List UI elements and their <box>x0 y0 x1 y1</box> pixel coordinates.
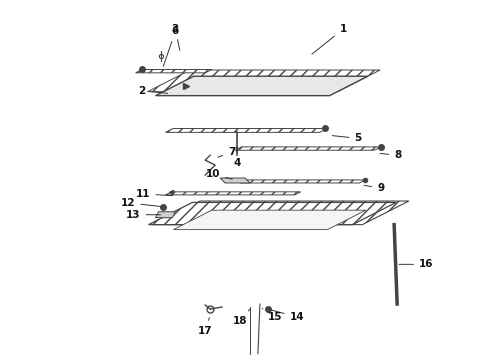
Text: 4: 4 <box>233 146 241 168</box>
Polygon shape <box>166 129 327 132</box>
Polygon shape <box>148 202 396 225</box>
Text: 10: 10 <box>206 169 232 179</box>
Text: 8: 8 <box>380 150 401 160</box>
Polygon shape <box>240 180 366 183</box>
Text: 14: 14 <box>270 310 304 322</box>
Polygon shape <box>155 76 368 96</box>
Polygon shape <box>155 212 175 218</box>
Polygon shape <box>147 70 380 92</box>
Text: 12: 12 <box>121 198 160 208</box>
Text: 1: 1 <box>312 24 347 54</box>
Polygon shape <box>220 178 250 183</box>
Text: 7: 7 <box>218 147 236 157</box>
Polygon shape <box>235 147 381 150</box>
Text: 3: 3 <box>172 24 180 50</box>
Polygon shape <box>153 201 409 225</box>
Text: 13: 13 <box>126 210 161 220</box>
Polygon shape <box>136 69 212 73</box>
Text: 9: 9 <box>364 183 384 193</box>
Text: 5: 5 <box>332 133 362 143</box>
Text: 16: 16 <box>399 259 434 269</box>
Text: 11: 11 <box>136 189 172 199</box>
Text: 2: 2 <box>138 86 168 96</box>
Polygon shape <box>173 210 366 230</box>
Text: 6: 6 <box>163 26 179 66</box>
Text: 15: 15 <box>262 309 282 322</box>
Polygon shape <box>166 192 301 195</box>
Text: 17: 17 <box>198 318 213 336</box>
Text: 18: 18 <box>233 309 250 326</box>
